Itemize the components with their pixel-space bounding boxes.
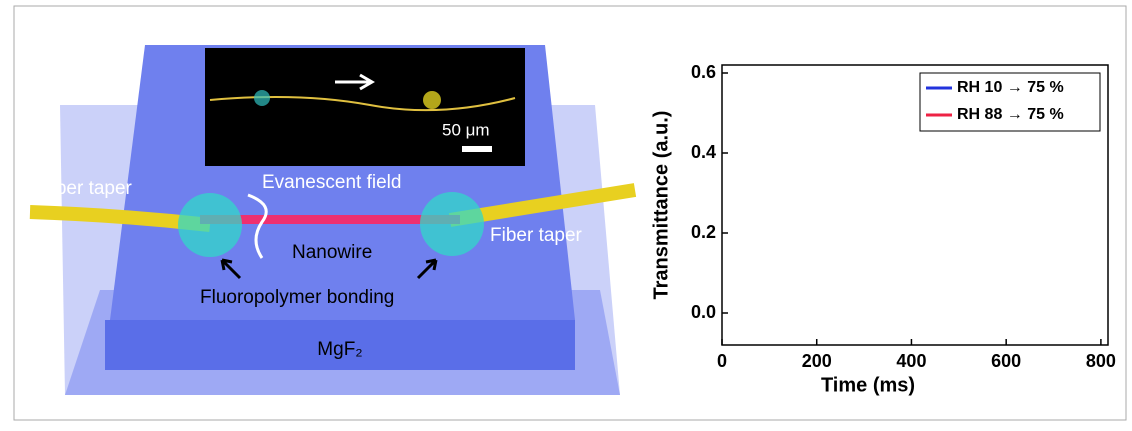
- nanowire: [200, 215, 460, 224]
- substrate-side: [105, 320, 575, 370]
- label: MgF₂: [317, 339, 362, 360]
- y-axis-label: Transmittance (a.u.): [650, 111, 672, 300]
- label: Nanowire: [292, 242, 372, 263]
- field-curve: [247, 193, 268, 259]
- inset-spot: [254, 90, 270, 106]
- inset-arrow: [335, 73, 375, 91]
- label: Fluoropolymer bonding: [200, 287, 394, 308]
- bond-right: [420, 192, 484, 256]
- scale-label: 50 μm: [442, 120, 490, 139]
- x-tick-label: 200: [802, 351, 832, 371]
- legend-label: RH 10 → 75 %: [957, 79, 1064, 96]
- x-tick-label: 600: [991, 351, 1021, 371]
- arrow: [416, 258, 438, 280]
- scale-bar: [462, 146, 492, 152]
- plot-area: [721, 64, 1109, 346]
- x-axis-label: Time (ms): [821, 374, 915, 396]
- x-tick-label: 400: [896, 351, 926, 371]
- label: Evanescent field: [262, 172, 401, 193]
- arrow: [220, 258, 242, 280]
- label: Fiber taper: [490, 225, 583, 246]
- legend-label: RH 88 → 75 %: [957, 106, 1064, 123]
- y-tick-label: 0.4: [691, 142, 716, 162]
- y-tick-label: 0.0: [691, 302, 716, 322]
- x-tick-label: 0: [717, 351, 727, 371]
- y-tick-label: 0.2: [691, 222, 716, 242]
- y-tick-label: 0.6: [691, 62, 716, 82]
- label: Fiber taper: [40, 178, 133, 199]
- inset-spot: [423, 91, 441, 109]
- bond-left: [178, 193, 242, 257]
- legend-box: [919, 72, 1101, 132]
- x-tick-label: 800: [1086, 351, 1116, 371]
